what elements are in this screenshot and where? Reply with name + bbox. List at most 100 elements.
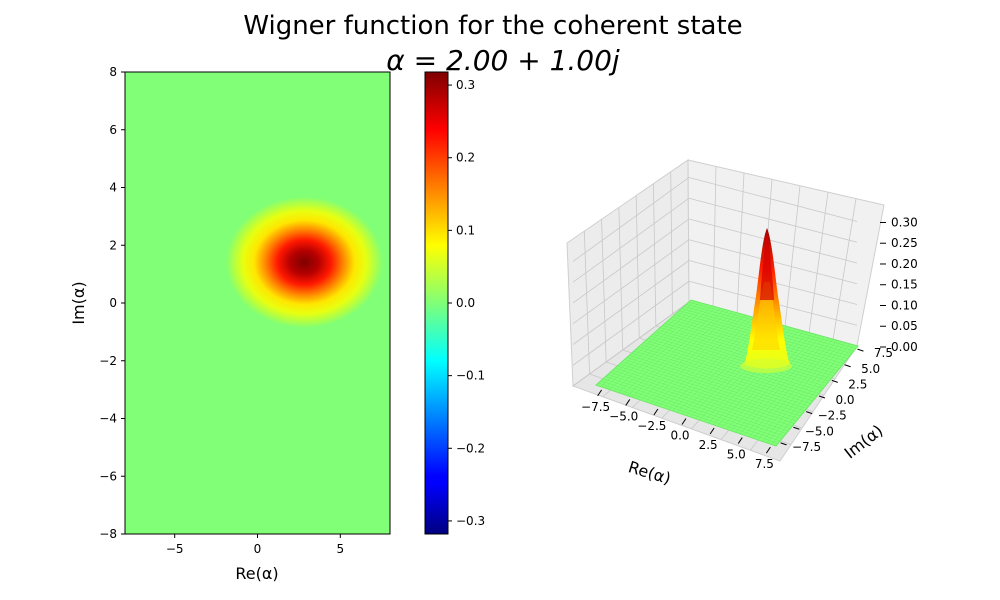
surface-y-tick <box>806 411 813 415</box>
surface-y-tick-label: 2.5 <box>848 377 867 391</box>
surface-mesh-line <box>771 344 855 445</box>
surface-x-tick-label: −7.5 <box>581 400 610 414</box>
surface-mesh-line <box>730 334 817 431</box>
surface-grid-line <box>572 197 690 283</box>
surface-x-ticks: −7.5−5.0−2.5 0.0 2.5 5.0 7.5 <box>581 389 774 471</box>
heatmap-y-tick-label: 4 <box>109 181 117 195</box>
surface-grid-line <box>572 218 690 304</box>
heatmap-x-ticks: −5 0 5 <box>166 534 344 556</box>
heatmap-y-tick-label: −2 <box>99 354 117 368</box>
surface-grid-line <box>653 183 657 327</box>
surface-mesh-line <box>650 335 824 389</box>
surface-mesh-line <box>721 332 809 428</box>
heatmap-panel: −5 0 5 −8 −6 −4 −2 0 2 4 6 8 Re(α) Im(α) <box>69 65 391 583</box>
surface-x-tick <box>709 427 715 435</box>
figure-title-line2: α = 2.00 + 1.00j <box>386 44 620 77</box>
heatmap-ylabel: Im(α) <box>69 281 88 324</box>
surface-mesh-line <box>753 340 838 439</box>
heatmap-x-tick-label: −5 <box>166 542 184 556</box>
heatmap-y-tick-label: 2 <box>109 238 117 252</box>
colorbar-tick-label: −0.2 <box>456 441 485 455</box>
surface-grid-line <box>808 192 829 334</box>
surface-z-tick-label: 0.20 <box>891 257 918 271</box>
surface-z-tick-label: 0.15 <box>891 278 918 292</box>
surface-grid-line <box>601 219 607 363</box>
colorbar-gradient <box>424 71 449 535</box>
surface-mesh-line <box>744 337 829 436</box>
heatmap-y-tick-label: 0 <box>109 296 117 310</box>
surface-z-tick-label: 0.25 <box>891 236 918 250</box>
surface-grid-line <box>688 177 858 222</box>
surface-mesh-line <box>648 338 822 392</box>
surface-grid-line <box>784 185 801 328</box>
surface-x-tick <box>625 399 631 406</box>
surface-y-tick-label: −2.5 <box>818 409 847 423</box>
surface-grid-line <box>618 207 624 351</box>
surface-y-tick-label: 0.0 <box>835 393 854 407</box>
surface-x-tick-label: 5.0 <box>727 448 746 462</box>
surface-y-tick <box>857 348 864 352</box>
heatmap-peak <box>225 196 384 329</box>
surface-xlabel: Re(α) <box>626 457 673 488</box>
colorbar-tick-label: 0.3 <box>456 78 475 92</box>
surface-y-tick <box>780 442 787 446</box>
surface-grid-line <box>688 197 858 243</box>
surface-y-tick <box>831 379 838 383</box>
surface-mesh-line <box>645 340 820 394</box>
surface-mesh-line <box>748 338 834 438</box>
heatmap-y-tick-label: −4 <box>99 412 117 426</box>
surface-grid-line <box>635 195 640 339</box>
heatmap-x-tick-label: 5 <box>336 542 344 556</box>
surface-mesh-line <box>655 331 828 384</box>
heatmap-y-tick-label: −6 <box>99 469 117 483</box>
heatmap-xlabel: Re(α) <box>235 564 278 583</box>
surface-x-tick <box>737 437 743 444</box>
surface-y-tick-label: 7.5 <box>874 346 893 360</box>
surface-x-tick-label: −2.5 <box>637 419 666 433</box>
colorbar-ticks: −0.3 −0.2 −0.1 0.0 0.1 0.2 0.3 <box>448 78 485 528</box>
surface-mesh-line <box>739 336 825 434</box>
surface-x-tick-label: −5.0 <box>609 409 638 423</box>
surface-x-tick <box>597 389 603 397</box>
surface-mesh-line <box>762 342 846 442</box>
figure-title-line1: Wigner function for the coherent state <box>243 11 742 41</box>
surface-y-ticks: −7.5 −5.0−2.5 0.0 2.55.0 7.5 <box>780 346 893 454</box>
surface-mesh-line <box>660 327 832 379</box>
surface-grid-line <box>572 280 690 366</box>
surface-mesh-line <box>766 343 850 444</box>
surface-grid-line <box>583 231 590 375</box>
surface-grid-line <box>572 301 690 387</box>
surface-grid-line <box>688 218 858 264</box>
surface-mesh-line <box>757 341 842 441</box>
surface-z-tick-label: 0.05 <box>891 319 918 333</box>
surface-panel: −7.5−5.0−2.50.02.55.07.5 −7.5−5.0−2.50.0… <box>566 159 918 488</box>
surface-mesh-line <box>657 329 830 382</box>
surface-grid-line <box>572 177 690 262</box>
surface-grid-line <box>670 171 673 315</box>
surface-y-tick <box>793 426 800 430</box>
surface-x-tick <box>653 408 659 416</box>
surface-z-tick-label: 0.00 <box>891 340 918 354</box>
surface-y-tick-label: −5.0 <box>805 424 834 438</box>
heatmap-y-ticks: −8 −6 −4 −2 0 2 4 6 8 <box>99 65 125 541</box>
surface-z-tick-label: 0.30 <box>891 215 918 229</box>
surface-x-tick-label: 2.5 <box>699 438 718 452</box>
surface-y-tick <box>844 364 851 368</box>
surface-y-tick-label: −7.5 <box>792 440 821 454</box>
surface-mesh-line <box>717 330 804 427</box>
surface-grid-line <box>832 198 857 340</box>
surface-mesh-line <box>735 335 821 433</box>
colorbar-tick-label: 0.2 <box>456 151 475 165</box>
surface-mesh-line <box>643 342 818 397</box>
colorbar-tick-label: 0.0 <box>456 296 475 310</box>
heatmap-y-tick-label: −8 <box>99 527 117 541</box>
surface-peak <box>740 228 792 373</box>
surface-x-tick-label: 7.5 <box>755 457 774 471</box>
surface-z-ticks: 0.00 0.05 0.10 0.15 0.20 0.25 0.30 <box>880 215 918 354</box>
colorbar-tick-label: 0.1 <box>456 223 475 237</box>
surface-x-tick <box>681 418 687 425</box>
heatmap-x-tick-label: 0 <box>254 542 262 556</box>
surface-mesh-line <box>652 333 826 387</box>
surface-z-tick-label: 0.10 <box>891 298 918 312</box>
